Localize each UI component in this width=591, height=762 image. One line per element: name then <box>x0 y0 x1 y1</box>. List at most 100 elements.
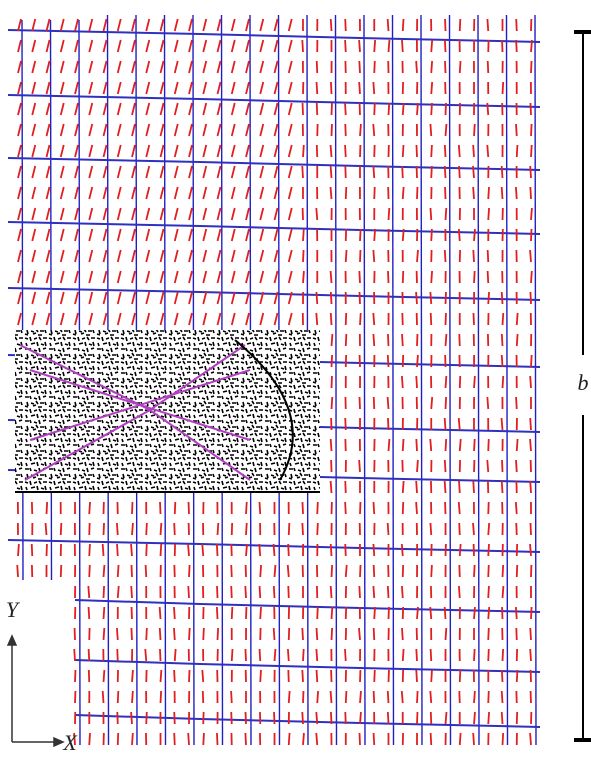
displacement-dash <box>431 145 432 157</box>
displacement-dash <box>431 166 432 178</box>
displacement-dash <box>161 271 164 283</box>
displacement-dash <box>61 313 64 325</box>
displacement-dash <box>502 670 503 682</box>
displacement-dash <box>217 607 218 619</box>
displacement-dash <box>118 40 121 52</box>
displacement-dash <box>346 187 347 199</box>
displacement-dash <box>189 187 192 199</box>
displacement-dash <box>260 124 263 136</box>
displacement-dash <box>132 145 135 157</box>
displacement-dash <box>373 544 374 556</box>
displacement-dash <box>189 61 192 73</box>
displacement-dash <box>260 103 263 115</box>
displacement-dash <box>459 166 460 178</box>
displacement-dash <box>446 376 447 388</box>
displacement-dash <box>289 691 290 703</box>
displacement-dash <box>289 313 292 325</box>
displacement-dash <box>416 502 417 514</box>
displacement-dash <box>232 145 235 157</box>
displacement-dash <box>345 502 346 514</box>
displacement-dash <box>517 313 518 325</box>
displacement-dash <box>316 313 317 325</box>
displacement-dash <box>275 103 278 115</box>
displacement-dash <box>203 19 206 31</box>
displacement-dash <box>531 607 532 619</box>
displacement-dash <box>47 103 50 115</box>
displacement-dash <box>502 187 503 199</box>
displacement-dash <box>32 103 35 115</box>
displacement-dash <box>289 61 292 73</box>
displacement-dash <box>118 313 121 325</box>
displacement-dash <box>373 586 374 598</box>
displacement-dash <box>488 565 489 577</box>
displacement-dash <box>246 208 249 220</box>
displacement-dash <box>431 565 432 577</box>
displacement-dash <box>32 61 35 73</box>
displacement-dash <box>303 649 304 661</box>
displacement-dash <box>474 229 475 241</box>
displacement-dash <box>260 40 263 52</box>
displacement-dash <box>160 649 161 661</box>
displacement-dash <box>502 334 503 346</box>
displacement-dash <box>531 145 532 157</box>
displacement-dash <box>289 124 292 136</box>
displacement-dash <box>75 166 78 178</box>
displacement-dash <box>75 40 78 52</box>
displacement-dash <box>431 61 432 73</box>
displacement-dash <box>259 544 260 556</box>
displacement-dash <box>446 334 447 346</box>
displacement-dash <box>246 313 249 325</box>
displacement-dash <box>388 586 389 598</box>
displacement-dash <box>402 586 403 598</box>
displacement-dash <box>161 313 164 325</box>
displacement-dash <box>47 229 50 241</box>
displacement-dash <box>174 712 175 724</box>
displacement-dash <box>104 670 105 682</box>
displacement-dash <box>345 19 346 31</box>
displacement-dash <box>89 565 90 577</box>
displacement-dash <box>61 565 62 577</box>
displacement-dash <box>47 166 50 178</box>
displacement-dash <box>232 649 233 661</box>
displacement-dash <box>459 229 460 241</box>
displacement-dash <box>32 292 35 304</box>
displacement-dash <box>402 334 403 346</box>
displacement-dash <box>474 439 475 451</box>
mesh-line-vertical <box>478 15 479 745</box>
displacement-dash <box>232 124 235 136</box>
displacement-dash <box>275 229 278 241</box>
displacement-dash <box>445 607 446 619</box>
displacement-dash <box>460 733 461 745</box>
displacement-dash <box>132 82 135 94</box>
displacement-dash <box>189 292 192 304</box>
displacement-dash <box>203 733 204 745</box>
displacement-dash <box>431 229 432 241</box>
displacement-dash <box>345 40 346 52</box>
displacement-dash <box>431 313 432 325</box>
displacement-dash <box>374 40 375 52</box>
displacement-dash <box>516 607 517 619</box>
displacement-dash <box>118 292 121 304</box>
displacement-dash <box>275 145 278 157</box>
displacement-dash <box>189 166 192 178</box>
displacement-dash <box>132 208 135 220</box>
displacement-dash <box>203 208 206 220</box>
displacement-dash <box>331 292 332 304</box>
mesh-line-vertical <box>22 20 23 580</box>
y-axis-label: Y <box>6 597 21 622</box>
displacement-dash <box>431 271 432 283</box>
displacement-dash <box>275 166 278 178</box>
displacement-dash <box>445 250 446 262</box>
displacement-dash <box>289 271 292 283</box>
displacement-dash <box>331 187 332 199</box>
displacement-dash <box>260 250 263 262</box>
displacement-dash <box>161 544 162 556</box>
displacement-dash <box>487 103 488 115</box>
displacement-dash <box>374 607 375 619</box>
displacement-dash <box>189 40 192 52</box>
displacement-dash <box>61 292 64 304</box>
displacement-dash <box>373 82 374 94</box>
displacement-dash <box>275 271 278 283</box>
displacement-dash <box>345 649 346 661</box>
displacement-dash <box>516 460 517 472</box>
